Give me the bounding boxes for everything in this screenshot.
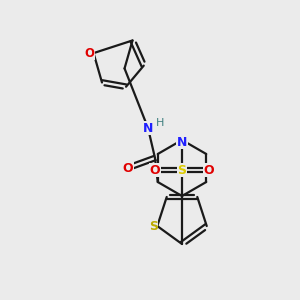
Text: N: N xyxy=(177,136,187,148)
Text: S: S xyxy=(178,164,187,176)
Text: O: O xyxy=(85,46,94,60)
Text: H: H xyxy=(156,118,164,128)
Text: S: S xyxy=(149,220,158,232)
Text: N: N xyxy=(143,122,153,134)
Text: O: O xyxy=(150,164,160,176)
Text: O: O xyxy=(204,164,214,176)
Text: O: O xyxy=(123,161,133,175)
